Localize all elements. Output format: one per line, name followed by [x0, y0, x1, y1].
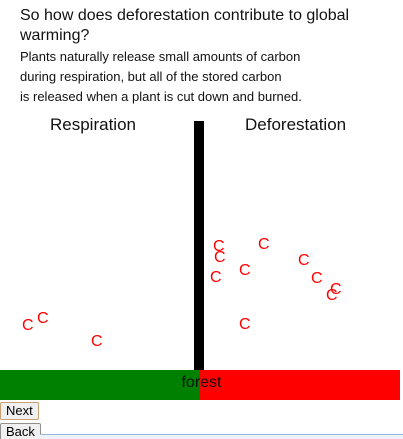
carbon-atom: C	[213, 238, 225, 255]
question-heading: So how does deforestation contribute to …	[20, 7, 350, 44]
explanation-line: Plants naturally release small amounts o…	[20, 49, 301, 64]
explanation-line: during respiration, but all of the store…	[20, 69, 282, 84]
carbon-atom: C	[298, 252, 310, 269]
next-button[interactable]: Next	[0, 402, 39, 420]
carbon-atom: C	[37, 310, 49, 327]
carbon-atom: C	[22, 317, 34, 334]
deforestation-label: Deforestation	[245, 115, 347, 134]
forest-bar-label: forest	[181, 374, 222, 391]
column-divider	[194, 121, 204, 371]
forest-bar-intact	[0, 370, 200, 400]
carbon-atom: C	[326, 287, 338, 304]
forest-bar-cleared	[200, 370, 400, 400]
carbon-atom: C	[239, 262, 251, 279]
explanation-paragraph: Plants naturally release small amounts o…	[20, 47, 395, 107]
carbon-atom: C	[239, 316, 251, 333]
explanation-line: is released when a plant is cut down and…	[20, 89, 302, 104]
carbon-atom: C	[330, 281, 342, 298]
carbon-atom: C	[214, 249, 226, 266]
carbon-atom: C	[91, 333, 103, 350]
back-button[interactable]: Back	[0, 423, 41, 439]
carbon-atom: C	[258, 236, 270, 253]
carbon-atom: C	[210, 269, 222, 286]
cropped-page-edge	[40, 434, 403, 439]
respiration-label: Respiration	[50, 115, 136, 134]
carbon-atom: C	[311, 270, 323, 287]
